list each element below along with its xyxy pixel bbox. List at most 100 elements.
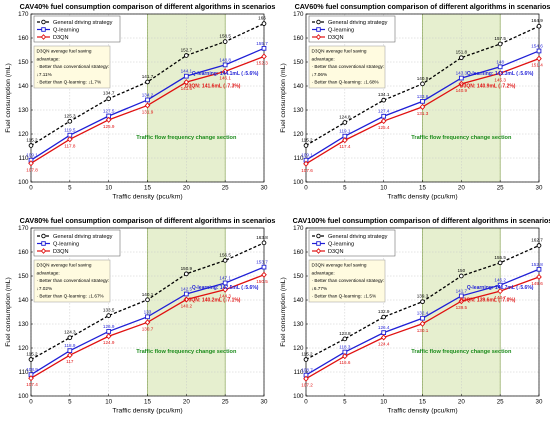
qlearning-average-label: Q-learning: 144.1mL (↓5.6%) — [192, 71, 259, 77]
callout-line: · Better than Q-learning: ↓1.7% — [37, 80, 102, 85]
x-tick-label: 30 — [261, 185, 268, 192]
callout-line: · Better than conventional strategy: — [37, 64, 110, 69]
y-tick-label: 140 — [293, 297, 304, 304]
fuel-saving-callout: D3QN average fuel saving advantage: · Bett… — [33, 259, 111, 303]
callout-line: · Better than conventional strategy: — [312, 278, 385, 283]
data-label-d3qn: 139.5 — [456, 305, 468, 310]
marker-qlearning — [183, 291, 189, 297]
y-tick-label: 160 — [18, 35, 29, 42]
legend-label: Q-learning — [53, 28, 79, 34]
marker-qlearning — [222, 62, 228, 68]
y-tick-label: 140 — [18, 297, 29, 304]
x-tick-label: 10 — [105, 185, 112, 192]
data-label-general: 163.8 — [256, 235, 268, 240]
y-tick-label: 100 — [293, 179, 304, 186]
y-tick-label: 120 — [18, 131, 29, 138]
y-tick-label: 150 — [293, 59, 304, 66]
marker-qlearning — [497, 64, 503, 70]
marker-d3qn — [458, 298, 465, 305]
data-label-general: 115.2 — [301, 352, 313, 357]
data-label-qlearning: 118.9 — [64, 343, 76, 348]
data-label-qlearning: 118.3 — [339, 345, 351, 350]
y-axis-label: Fuel consumption (mL) — [280, 63, 287, 133]
marker-qlearning — [381, 330, 387, 335]
x-tick-label: 0 — [304, 185, 308, 192]
marker-d3qn — [536, 273, 542, 281]
data-label-qlearning: 143.3 — [456, 71, 468, 76]
data-label-general: 115.2 — [26, 352, 38, 357]
data-label-qlearning: 142.5 — [181, 287, 193, 292]
callout-line: D3QN average fuel saving — [312, 49, 367, 54]
legend-marker — [41, 27, 46, 32]
marker-d3qn — [67, 136, 73, 143]
data-label-d3qn: 131.9 — [142, 109, 154, 114]
y-tick-label: 120 — [18, 345, 29, 352]
d3qn-average-label: D3QN: 139.6mL (↓7.0%) — [460, 298, 516, 304]
x-tick-label: 20 — [183, 185, 190, 192]
marker-qlearning — [183, 73, 189, 79]
fuel-saving-callout: D3QN average fuel saving advantage: · Bett… — [308, 45, 386, 89]
marker-d3qn — [222, 68, 228, 75]
x-tick-label: 20 — [458, 185, 465, 192]
x-tick-label: 25 — [497, 399, 504, 406]
marker-qlearning — [145, 314, 150, 320]
x-tick-label: 30 — [536, 399, 543, 406]
data-label-general: 115.2 — [26, 138, 38, 143]
marker-qlearning — [261, 45, 267, 51]
y-tick-label: 140 — [293, 83, 304, 90]
legend-marker — [316, 241, 321, 246]
x-axis-label: Traffic density (pcu/km) — [112, 408, 182, 415]
series-qlearning: 108.7 118.3 126.4 132.4 141.7 146.2 152.8 — [301, 262, 543, 378]
legend-label: Q-learning — [328, 242, 354, 248]
data-label-general: 156.5 — [219, 252, 231, 257]
callout-box — [33, 259, 111, 303]
marker-d3qn — [144, 102, 151, 109]
marker-general — [420, 299, 425, 305]
series-qlearning: 109.1 119.1 127.4 133.6 143.3 148 154.6 — [301, 43, 543, 163]
marker-d3qn — [380, 334, 387, 341]
x-tick-label: 20 — [183, 399, 190, 406]
legend-marker — [41, 19, 46, 25]
callout-line: advantage: — [312, 56, 335, 61]
data-label-d3qn: 117 — [66, 359, 74, 364]
d3qn-average-label: D3QN: 140.2mL (↓7.1%) — [185, 298, 241, 304]
series-general: 115.2 124.8 134.1 140.9 151.8 157.5 164.9 — [301, 18, 543, 148]
x-tick-label: 15 — [419, 399, 426, 406]
marker-d3qn — [183, 79, 190, 86]
marker-d3qn — [380, 117, 387, 125]
marker-general — [458, 55, 464, 61]
series-general: 115.2 125.3 134.7 141.7 152.7 158.5 166 — [26, 16, 267, 148]
x-tick-label: 15 — [144, 399, 151, 406]
callout-line: advantage: — [37, 270, 60, 275]
callout-box — [308, 45, 386, 89]
marker-d3qn — [497, 288, 503, 295]
marker-general — [106, 313, 112, 318]
marker-d3qn — [458, 80, 465, 87]
marker-d3qn — [261, 271, 267, 278]
data-label-d3qn: 117.8 — [64, 143, 76, 148]
x-tick-label: 25 — [497, 185, 504, 192]
data-label-qlearning: 127.5 — [103, 109, 115, 114]
marker-qlearning — [458, 75, 464, 81]
data-label-general: 140.9 — [417, 76, 429, 81]
y-tick-label: 100 — [18, 393, 29, 400]
x-tick-label: 30 — [261, 399, 268, 406]
callout-line: ↓7.11% — [37, 72, 52, 77]
legend-marker — [41, 241, 46, 246]
marker-general — [67, 118, 73, 124]
marker-d3qn — [222, 286, 228, 293]
marker-d3qn — [419, 103, 426, 110]
x-tick-label: 5 — [68, 185, 72, 192]
marker-general — [303, 357, 309, 362]
marker-d3qn — [67, 352, 73, 359]
x-axis-label: Traffic density (pcu/km) — [387, 408, 457, 415]
chart-title: CAV100% fuel consumption comparison of d… — [293, 216, 550, 225]
y-tick-label: 160 — [18, 249, 29, 256]
data-label-qlearning: 126.9 — [103, 324, 115, 329]
marker-general — [536, 243, 542, 248]
data-label-general: 139.3 — [417, 294, 429, 299]
callout-line: advantage: — [37, 56, 60, 61]
marker-d3qn — [303, 375, 309, 382]
